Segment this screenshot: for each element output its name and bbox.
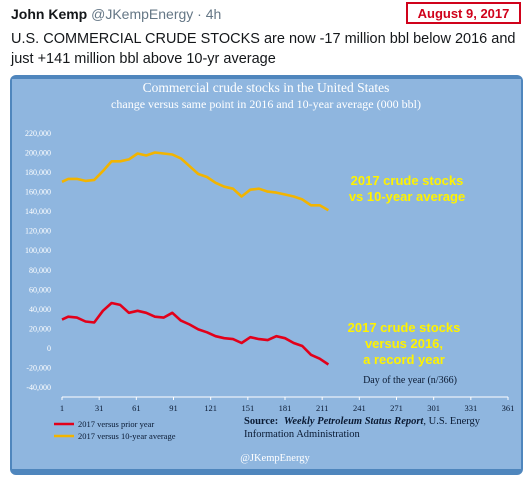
- chart-title: Commercial crude stocks in the United St…: [143, 80, 390, 95]
- y-tick-label: 160,000: [25, 188, 51, 197]
- y-tick-label: 80,000: [29, 266, 51, 275]
- y-tick-label: 20,000: [29, 324, 51, 333]
- series-line-ten-year: [61, 151, 330, 212]
- y-tick-label: -40,000: [26, 383, 51, 392]
- x-tick-label: 271: [390, 403, 403, 413]
- chart-credit: @JKempEnergy: [240, 453, 310, 464]
- x-tick-label: 181: [279, 403, 292, 413]
- annotation-prior-year: 2017 crude stocks versus 2016, a record …: [348, 320, 461, 367]
- x-tick-label: 1: [60, 403, 64, 413]
- annotation-prior-year-line2: versus 2016,: [365, 336, 443, 351]
- annotation-ten-year: 2017 crude stocks vs 10-year average: [349, 173, 465, 204]
- source-note-line2: Information Administration: [244, 429, 361, 440]
- tweet-text: U.S. COMMERCIAL CRUDE STOCKS are now -17…: [11, 31, 516, 67]
- legend-label-ten-year: 2017 versus 10-year average: [78, 431, 176, 441]
- series-line-prior-year: [61, 301, 330, 366]
- x-tick-label: 211: [316, 403, 328, 413]
- legend: 2017 versus prior year 2017 versus 10-ye…: [54, 419, 176, 441]
- source-italic: Weekly Petroleum Status Report: [284, 416, 425, 427]
- y-tick-label: 100,000: [25, 246, 51, 255]
- x-tick-label: 361: [502, 403, 515, 413]
- legend-label-prior-year: 2017 versus prior year: [78, 419, 154, 429]
- x-tick-label: 241: [353, 403, 366, 413]
- author-name[interactable]: John Kemp: [11, 6, 88, 22]
- x-tick-label: 91: [169, 403, 178, 413]
- x-tick-label: 331: [464, 403, 477, 413]
- y-tick-label: 120,000: [25, 227, 51, 236]
- chart-subtitle: change versus same point in 2016 and 10-…: [111, 97, 421, 111]
- tweet-time[interactable]: 4h: [205, 6, 222, 22]
- annotation-prior-year-line3: a record year: [363, 352, 445, 367]
- y-tick-label: -20,000: [26, 363, 51, 372]
- y-tick-label: 220,000: [25, 129, 51, 138]
- x-tick-label: 121: [204, 403, 217, 413]
- y-tick-label: 0: [47, 344, 51, 353]
- tweet-header: John Kemp @JKempEnergy · 4h: [11, 6, 221, 22]
- x-tick-label: 151: [241, 403, 254, 413]
- x-axis-label: Day of the year (n/366): [363, 375, 457, 386]
- plot-area: [12, 79, 521, 469]
- tweet-separator: ·: [197, 6, 202, 22]
- y-tick-label: 180,000: [25, 168, 51, 177]
- source-note: Source: Weekly Petroleum Status Report, …: [244, 416, 481, 427]
- source-rest: , U.S. Energy: [423, 416, 480, 427]
- chart-image[interactable]: Commercial crude stocks in the United St…: [10, 75, 523, 475]
- date-badge: August 9, 2017: [406, 2, 521, 24]
- y-axis: -40,000 -20,000 0 20,000 40,000 60,000 80,000 1…: [25, 129, 51, 392]
- x-tick-label: 301: [427, 403, 440, 413]
- author-handle[interactable]: @JKempEnergy: [91, 6, 194, 22]
- x-tick-label: 61: [132, 403, 141, 413]
- y-tick-label: 200,000: [25, 149, 51, 158]
- annotation-prior-year-line1: 2017 crude stocks: [348, 320, 461, 335]
- y-tick-label: 60,000: [29, 285, 51, 294]
- annotation-ten-year-line2: vs 10-year average: [349, 189, 465, 204]
- x-tick-label: 31: [95, 403, 104, 413]
- source-label: Source:: [244, 416, 278, 427]
- x-axis: 1 31 61 91 121 151 181 211 241 271 301 331 361: [60, 397, 515, 413]
- annotation-ten-year-line1: 2017 crude stocks: [351, 173, 464, 188]
- series-lines: [61, 151, 330, 366]
- chart: Commercial crude stocks in the United St…: [10, 75, 523, 475]
- y-tick-label: 40,000: [29, 305, 51, 314]
- y-tick-label: 140,000: [25, 207, 51, 216]
